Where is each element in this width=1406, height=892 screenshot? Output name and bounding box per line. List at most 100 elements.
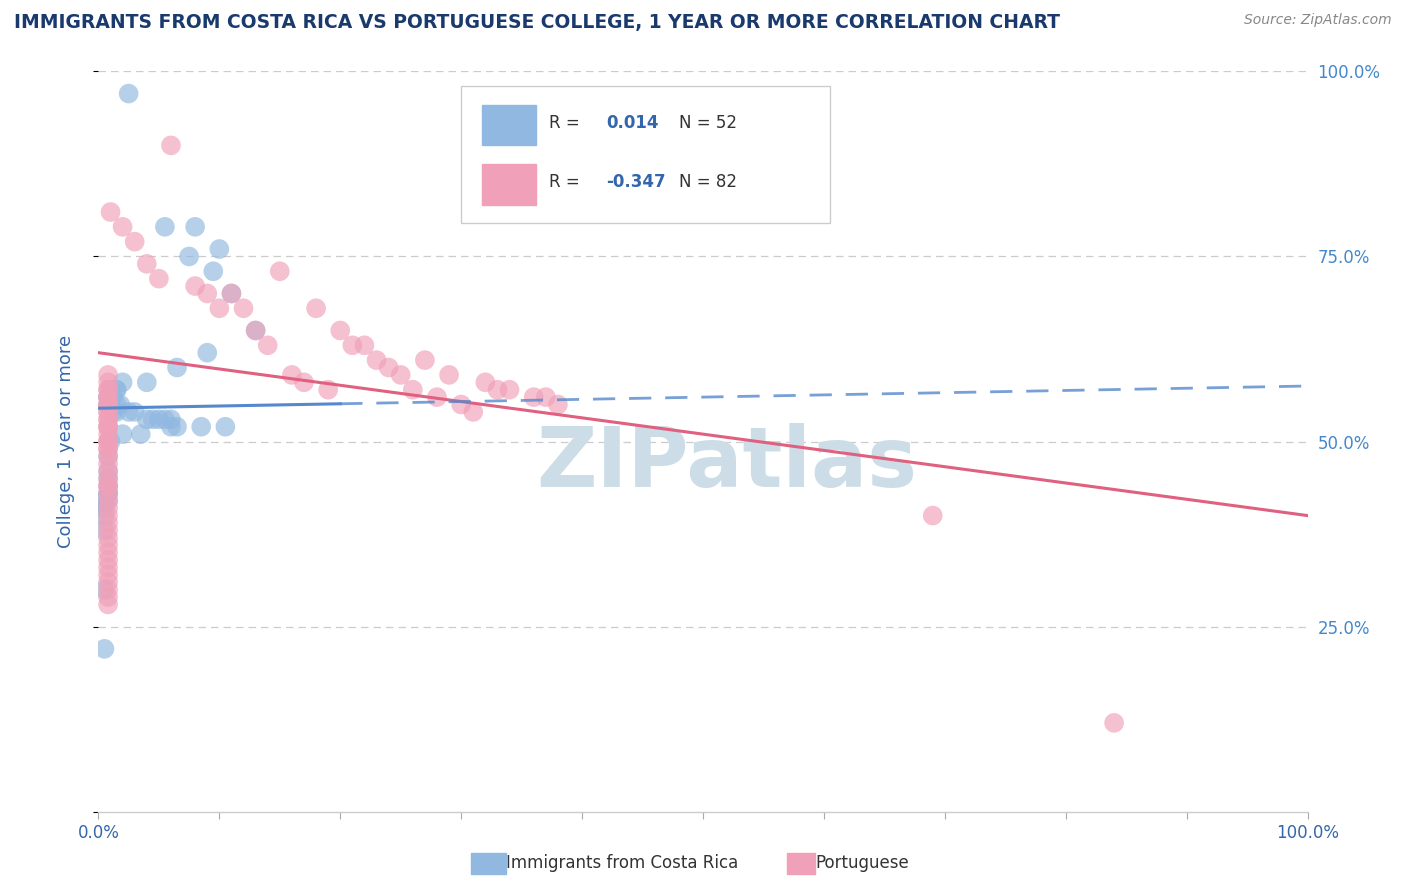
- Point: [105, 398, 128, 412]
- Point: [97, 398, 120, 412]
- Point: [316, 383, 339, 397]
- Point: [221, 286, 243, 301]
- Point: [93, 508, 115, 523]
- Point: [97, 582, 120, 597]
- Point: [190, 419, 212, 434]
- Point: [93, 501, 115, 516]
- Bar: [482, 104, 536, 145]
- Point: [1102, 715, 1125, 730]
- Point: [97, 479, 120, 493]
- Point: [97, 442, 120, 456]
- Point: [342, 338, 364, 352]
- Point: [426, 390, 449, 404]
- Point: [97, 434, 120, 449]
- Point: [523, 390, 546, 404]
- Point: [166, 360, 188, 375]
- Point: [100, 383, 122, 397]
- Point: [534, 390, 557, 404]
- Point: [135, 376, 157, 390]
- Point: [108, 398, 131, 412]
- Point: [97, 405, 120, 419]
- Point: [97, 553, 120, 567]
- Point: [498, 383, 520, 397]
- Point: [93, 493, 115, 508]
- Point: [142, 412, 165, 426]
- Point: [118, 87, 141, 101]
- Text: ZIPatlas: ZIPatlas: [537, 423, 918, 504]
- Point: [153, 219, 176, 234]
- Point: [97, 383, 120, 397]
- Point: [135, 257, 157, 271]
- Point: [100, 398, 122, 412]
- Point: [148, 412, 170, 426]
- Point: [97, 486, 120, 500]
- Text: Portuguese: Portuguese: [815, 855, 910, 872]
- Point: [195, 286, 218, 301]
- Point: [97, 419, 120, 434]
- Point: [437, 368, 460, 382]
- Point: [97, 434, 120, 449]
- Point: [329, 324, 352, 338]
- Point: [97, 479, 120, 493]
- Text: N = 52: N = 52: [679, 114, 737, 132]
- Point: [256, 338, 278, 352]
- Point: [97, 486, 120, 500]
- Point: [214, 419, 236, 434]
- Point: [377, 360, 399, 375]
- Point: [474, 376, 496, 390]
- Point: [245, 324, 267, 338]
- Point: [97, 427, 120, 442]
- Point: [269, 264, 291, 278]
- Point: [97, 398, 120, 412]
- Point: [97, 434, 120, 449]
- Point: [118, 405, 141, 419]
- Point: [100, 390, 122, 404]
- Point: [97, 457, 120, 471]
- Point: [97, 538, 120, 552]
- Point: [97, 516, 120, 530]
- Point: [160, 138, 183, 153]
- Point: [97, 464, 120, 478]
- Text: IMMIGRANTS FROM COSTA RICA VS PORTUGUESE COLLEGE, 1 YEAR OR MORE CORRELATION CHA: IMMIGRANTS FROM COSTA RICA VS PORTUGUESE…: [14, 13, 1060, 32]
- Point: [208, 301, 231, 316]
- Point: [353, 338, 375, 352]
- Point: [101, 405, 124, 419]
- Bar: [482, 164, 536, 204]
- Point: [97, 501, 120, 516]
- Point: [547, 398, 569, 412]
- Point: [93, 582, 115, 597]
- Point: [105, 383, 128, 397]
- Point: [184, 279, 207, 293]
- Point: [111, 219, 134, 234]
- Text: R =: R =: [550, 114, 581, 132]
- Text: Source: ZipAtlas.com: Source: ZipAtlas.com: [1244, 13, 1392, 28]
- Point: [166, 419, 188, 434]
- Point: [97, 560, 120, 574]
- Point: [97, 368, 120, 382]
- Point: [97, 531, 120, 545]
- Point: [97, 383, 120, 397]
- Point: [97, 598, 120, 612]
- Point: [97, 479, 120, 493]
- Point: [101, 390, 124, 404]
- Point: [221, 286, 243, 301]
- Text: R =: R =: [550, 173, 581, 192]
- Point: [97, 575, 120, 590]
- Point: [202, 264, 225, 278]
- Y-axis label: College, 1 year or more: College, 1 year or more: [56, 335, 75, 548]
- Point: [97, 450, 120, 464]
- Point: [208, 242, 231, 256]
- Point: [184, 219, 207, 234]
- Point: [160, 412, 183, 426]
- Point: [97, 464, 120, 478]
- Point: [135, 412, 157, 426]
- Point: [97, 493, 120, 508]
- Point: [153, 412, 176, 426]
- Point: [97, 390, 120, 404]
- Text: 0.014: 0.014: [606, 114, 659, 132]
- Point: [160, 419, 183, 434]
- Point: [97, 376, 120, 390]
- Point: [97, 546, 120, 560]
- Point: [97, 390, 120, 404]
- Point: [195, 345, 218, 359]
